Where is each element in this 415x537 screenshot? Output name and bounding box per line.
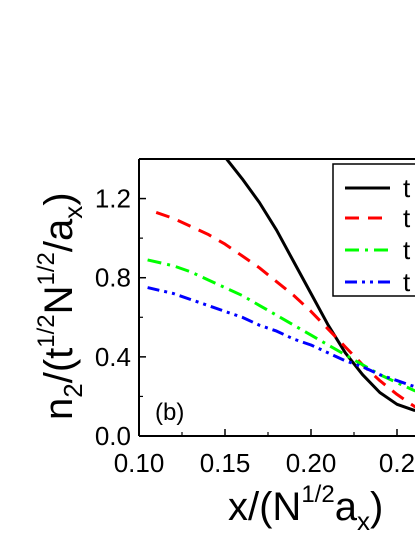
- legend-label-1: t: [403, 173, 411, 203]
- series-group: [147, 159, 415, 412]
- series-line-1: [224, 159, 415, 412]
- x-tick-label: 0.2: [379, 448, 415, 478]
- y-tick-label: 1.2: [95, 184, 131, 214]
- legend-label-3: t: [403, 235, 411, 265]
- y-axis-label: n2/(t1/2N1/2/ax): [33, 192, 88, 420]
- series-line-2: [155, 210, 415, 409]
- legend-label-4: t: [403, 267, 411, 297]
- y-ticks: 0.0 0.4 0.8 1.2: [95, 158, 146, 451]
- series-line-4: [147, 286, 415, 389]
- x-ticks: 0.10 0.15 0.20 0.2: [114, 429, 415, 478]
- x-tick-label: 0.15: [200, 448, 251, 478]
- axes: [138, 158, 415, 437]
- y-tick-label: 0.4: [95, 342, 131, 372]
- x-tick-label: 0.20: [286, 448, 337, 478]
- series-line-3: [147, 258, 415, 393]
- y-tick-label: 0.8: [95, 263, 131, 293]
- legend-label-2: t: [403, 203, 411, 233]
- legend-box: [332, 163, 415, 297]
- x-tick-label: 0.10: [114, 448, 165, 478]
- y-tick-label: 0.0: [95, 421, 131, 451]
- panel-label: (b): [155, 399, 184, 426]
- x-axis-label: x/(N1/2ax): [228, 481, 383, 536]
